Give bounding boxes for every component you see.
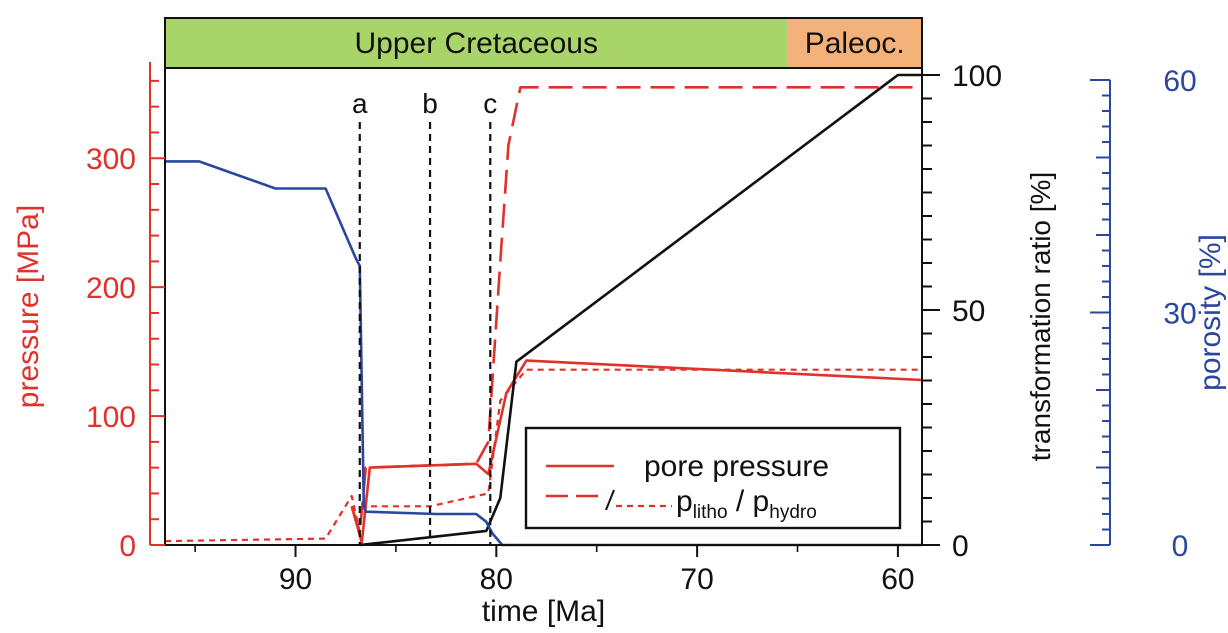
pressure-tick-label-300: 300	[86, 143, 136, 176]
event-label-a: a	[352, 88, 368, 119]
epoch-band-1	[787, 18, 922, 68]
x-tick-label-80: 80	[480, 563, 513, 596]
legend-box	[524, 426, 902, 530]
porosity-tick-label-0: 0	[1172, 530, 1189, 563]
transformation-tick-label-100: 100	[952, 60, 1002, 93]
epoch-label-0: Upper Cretaceous	[354, 27, 597, 60]
epoch-band-frame	[164, 17, 923, 69]
event-label-c: c	[483, 88, 497, 119]
legend-label-litho-hydro: plitho / phydro	[676, 485, 817, 523]
series-line-p-litho	[350, 86, 922, 534]
x-axis-label: time [Ma]	[482, 595, 605, 628]
epoch-band-0	[165, 18, 788, 68]
epoch-bands: Upper Cretaceous Paleoc.	[164, 17, 923, 69]
transformation-axis-label: transformation ratio [%]	[1025, 172, 1056, 461]
pressure-tick-label-100: 100	[86, 401, 136, 434]
x-tick-label-90: 90	[279, 563, 312, 596]
event-label-b: b	[422, 88, 438, 119]
porosity-tick-label-60: 60	[1163, 65, 1196, 98]
legend-slash	[605, 489, 615, 511]
porosity-axis-label: porosity [%]	[1194, 234, 1227, 391]
transformation-tick-label-50: 50	[952, 295, 985, 328]
pressure-axis-label: pressure [MPa]	[12, 205, 45, 408]
x-tick-label-70: 70	[680, 563, 713, 596]
epoch-label-1: Paleoc.	[805, 27, 905, 60]
x-tick-label-60: 60	[881, 563, 914, 596]
transformation-tick-label-0: 0	[952, 530, 969, 563]
event-markers: a b c	[352, 88, 497, 545]
series-line-transformation-ratio	[359, 73, 922, 547]
pressure-tick-label-0: 0	[119, 530, 136, 563]
pressure-tick-label-200: 200	[86, 272, 136, 305]
legend-label-pore-pressure: pore pressure	[644, 450, 829, 483]
porosity-tick-label-30: 30	[1163, 298, 1196, 331]
